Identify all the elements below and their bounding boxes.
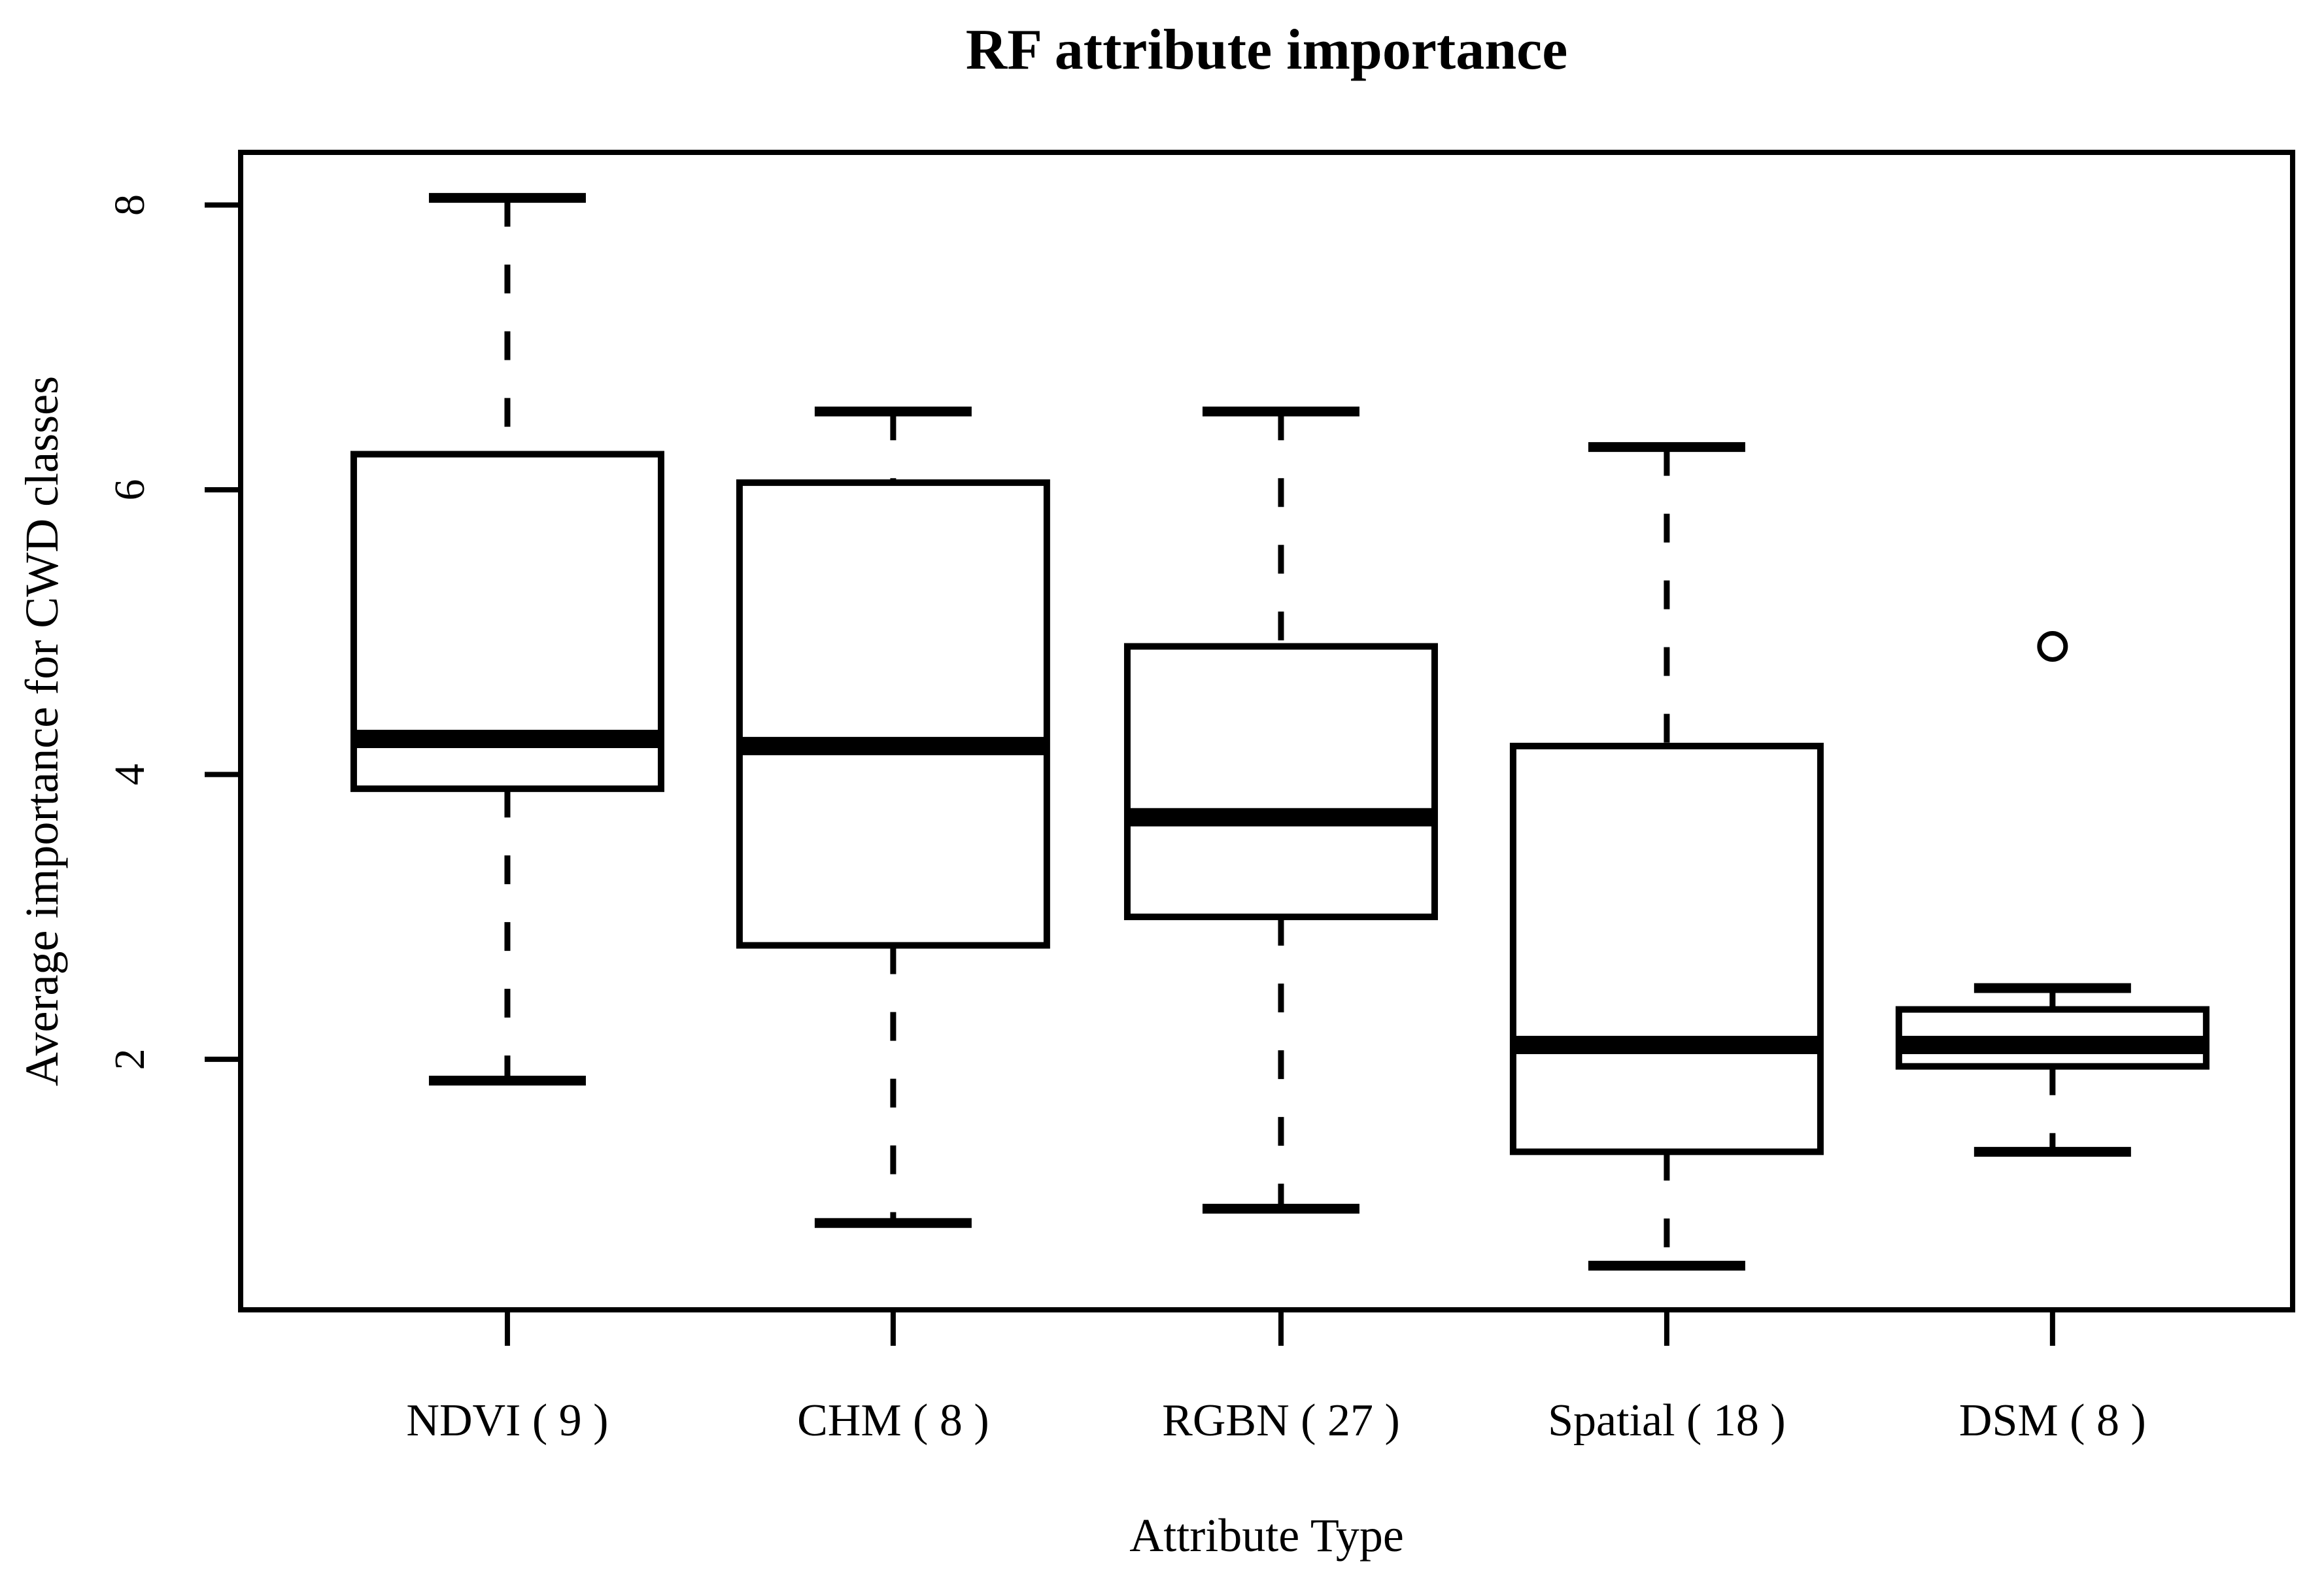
series-2-iqr-box (736, 479, 1050, 949)
x-category-label-3: RGBN ( 27 ) (1162, 1395, 1400, 1446)
x-axis-title: Attribute Type (1129, 1509, 1404, 1562)
y-tick-label-6: 6 (106, 479, 154, 500)
y-tick-label-4: 4 (106, 764, 154, 785)
plot-area: 2 4 6 8 NDVI ( 9 ) CHM ( 8 ) RGBN ( 27 ) Spatia… (106, 193, 2210, 1446)
plot-frame (238, 150, 2295, 1312)
y-axis-title: Average importance for CWD classes (16, 376, 68, 1086)
x-category-label-5: DSM ( 8 ) (1959, 1395, 2146, 1446)
y-tick-label-2: 2 (106, 1048, 154, 1070)
series-3-iqr-box (1123, 643, 1438, 921)
chart-title: RF attribute importance (966, 18, 1568, 82)
y-tick-label-8: 8 (106, 194, 154, 216)
series-4-iqr-box (1509, 742, 1824, 1155)
x-category-label-2: CHM ( 8 ) (797, 1395, 989, 1446)
series-5-outlier-1 (2037, 630, 2068, 662)
x-category-label-1: NDVI ( 9 ) (406, 1395, 608, 1446)
x-category-label-4: Spatial ( 18 ) (1548, 1395, 1786, 1446)
